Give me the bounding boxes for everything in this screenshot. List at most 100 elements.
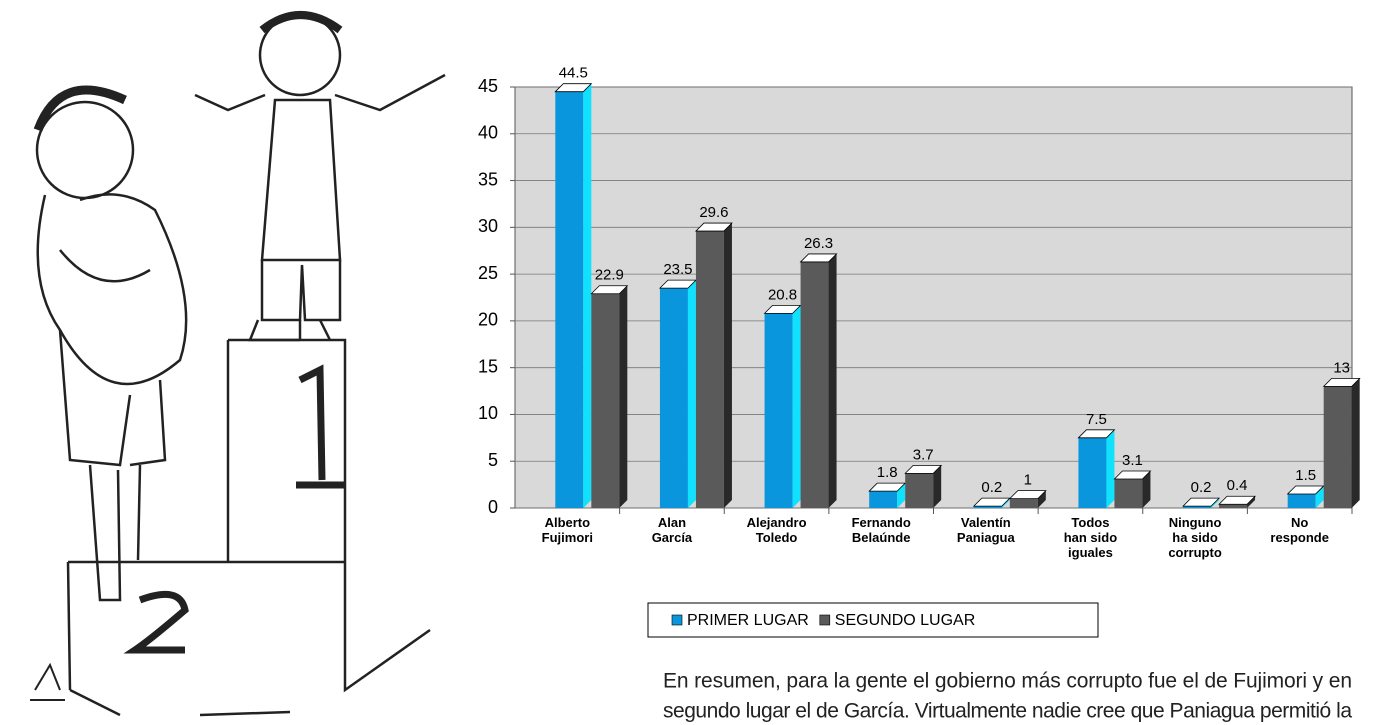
x-tick-label: Todos han sido iguales xyxy=(1064,515,1118,560)
y-tick-label: 30 xyxy=(478,216,498,236)
bar-group xyxy=(868,482,907,508)
y-tick-label: 25 xyxy=(478,263,498,283)
bar xyxy=(764,313,793,508)
x-tick-label: Alberto Fujimori xyxy=(542,515,593,545)
value-label: 0.4 xyxy=(1227,477,1248,494)
value-label: 1.8 xyxy=(877,464,898,481)
bar-group xyxy=(554,83,593,508)
value-label: 3.1 xyxy=(1122,452,1143,469)
y-tick-label: 20 xyxy=(478,310,498,330)
paragraph-line: En resumen, para la gente el gobierno má… xyxy=(663,670,1352,693)
bar xyxy=(1287,493,1316,508)
bar-side xyxy=(1142,470,1151,508)
bar-top xyxy=(1182,497,1221,507)
x-tick-label: No responde xyxy=(1270,515,1329,545)
y-tick-label: 35 xyxy=(478,169,498,189)
bar xyxy=(1114,478,1143,508)
bar-group xyxy=(1218,495,1257,508)
legend xyxy=(647,602,1099,638)
bar-side xyxy=(1247,496,1256,508)
bar xyxy=(1078,437,1107,508)
bar-group xyxy=(972,497,1011,508)
bar-group xyxy=(1182,497,1221,508)
x-tick-label: Alejandro Toledo xyxy=(747,515,807,545)
bar-group xyxy=(1286,485,1325,508)
x-tick-label: Alan García xyxy=(652,515,693,545)
bar-top xyxy=(1077,429,1116,439)
bar-group xyxy=(694,222,733,508)
bar xyxy=(695,231,724,508)
paragraph-line: segundo lugar el de García. Virtualmente… xyxy=(663,700,1352,723)
bar-side xyxy=(619,285,628,508)
y-tick-label: 0 xyxy=(488,497,498,517)
bar-group xyxy=(1008,490,1047,508)
bar xyxy=(659,288,688,508)
bar xyxy=(905,473,934,508)
bar-group xyxy=(590,285,629,508)
bar-side xyxy=(828,253,837,508)
bar-side xyxy=(1106,429,1115,508)
bar-group xyxy=(1322,377,1361,508)
bar xyxy=(591,293,620,508)
value-label: 7.5 xyxy=(1086,411,1107,428)
bar-top xyxy=(1218,495,1257,505)
plot-area xyxy=(514,86,1353,509)
bar xyxy=(555,91,584,508)
legend-swatch xyxy=(819,614,831,626)
bar-top xyxy=(694,222,733,232)
x-tick-label: Fernando Belaúnde xyxy=(852,515,911,545)
bar-top xyxy=(1113,470,1152,480)
cartoon xyxy=(30,11,446,717)
y-tick-label: 10 xyxy=(478,403,498,423)
bar xyxy=(1323,386,1352,508)
x-tick-label: Ninguno ha sido corrupto xyxy=(1168,515,1222,560)
value-label: 13 xyxy=(1333,359,1350,376)
legend-label: SEGUNDO LUGAR xyxy=(835,612,975,629)
bar xyxy=(1219,504,1248,508)
value-label: 0.2 xyxy=(1191,479,1212,496)
bar-side xyxy=(687,280,696,508)
y-tick-label: 40 xyxy=(478,123,498,143)
legend-swatch xyxy=(671,614,683,626)
value-label: 0.2 xyxy=(981,479,1002,496)
value-label: 1 xyxy=(1024,472,1032,489)
value-label: 23.5 xyxy=(663,261,692,278)
value-label: 20.8 xyxy=(768,286,797,303)
bar-side xyxy=(1037,490,1046,508)
legend-label: PRIMER LUGAR xyxy=(687,612,809,629)
bar-top xyxy=(904,464,943,474)
bar-top xyxy=(1322,377,1361,387)
bar-top xyxy=(799,253,838,263)
value-label: 29.6 xyxy=(699,204,728,221)
bar-group xyxy=(763,305,802,508)
x-tick-label: Valentín Paniagua xyxy=(957,515,1016,545)
bar xyxy=(1009,498,1038,508)
value-label: 3.7 xyxy=(913,446,934,463)
bar xyxy=(800,261,829,508)
bar-side xyxy=(723,223,732,508)
bar-side xyxy=(1315,485,1324,508)
y-tick-label: 45 xyxy=(478,76,498,96)
bar-group xyxy=(658,279,697,508)
bar-group xyxy=(904,464,943,508)
value-label: 26.3 xyxy=(804,235,833,252)
bar-side xyxy=(1351,378,1360,508)
value-label: 22.9 xyxy=(595,267,624,284)
bar-group xyxy=(1077,429,1116,508)
bar xyxy=(869,491,898,508)
y-tick-label: 15 xyxy=(478,356,498,376)
y-tick-label: 5 xyxy=(488,450,498,470)
bar-group xyxy=(799,253,838,508)
bar-group xyxy=(1113,470,1152,508)
bar-side xyxy=(792,305,801,508)
bar xyxy=(1183,506,1212,508)
bar-top xyxy=(554,83,593,93)
value-label: 44.5 xyxy=(559,65,588,82)
bar xyxy=(973,506,1002,508)
value-label: 1.5 xyxy=(1295,467,1316,484)
bar-side xyxy=(583,83,592,508)
bar-top xyxy=(1008,490,1047,500)
bar-side xyxy=(933,465,942,508)
bar-top xyxy=(590,285,629,295)
